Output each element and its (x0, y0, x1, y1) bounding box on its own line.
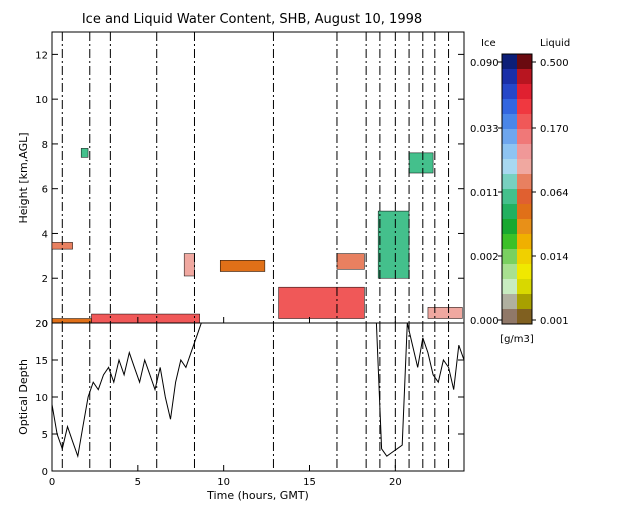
optical-depth-frame (51, 322, 465, 472)
colorbar-ice-tick-label: 0.002 (470, 252, 499, 263)
colorbar-liquid-tick-label: 0.064 (540, 188, 569, 199)
colorbar-ice-cell (502, 294, 517, 310)
colorbar-liquid-label: Liquid (540, 38, 570, 49)
heatmap-ytick-label: 6 (42, 185, 48, 196)
colorbar-liquid-cell (517, 174, 532, 190)
colorbar: Ice Liquid 0.090 0.033 0.011 0.002 0.000 0.50… (470, 38, 570, 345)
colorbar-liquid-cell (517, 294, 532, 310)
colorbar-liquid-cell (517, 129, 532, 145)
heatmap-ytick-label: 2 (42, 274, 48, 285)
colorbar-ice-cell (502, 84, 517, 100)
colorbar-ice-tick-label: 0.090 (470, 58, 499, 69)
colorbar-ice-cell (502, 129, 517, 145)
heatmap-ytick-label: 8 (42, 140, 48, 151)
time-xtick-label: 20 (389, 477, 402, 488)
heatmap-region-liquid (183, 253, 195, 277)
colorbar-ice-cell (502, 189, 517, 205)
time-xtick-label: 0 (49, 477, 55, 488)
time-xtick-label: 5 (135, 477, 141, 488)
heatmap-region-liquid (427, 307, 463, 319)
optical-depth-ytick-label: 5 (42, 430, 48, 441)
optical-depth-ylabel: Optical Depth (17, 359, 30, 435)
heatmap-ylabel: Height [km,AGL] (17, 132, 30, 223)
colorbar-liquid-tick-label: 0.014 (540, 252, 569, 263)
colorbar-liquid-cell (517, 249, 532, 265)
colorbar-ice-cell (502, 204, 517, 220)
colorbar-ice-cell (502, 309, 517, 325)
colorbar-liquid-cell (517, 309, 532, 325)
colorbar-liquid-cell (517, 279, 532, 295)
heatmap-region-ice (80, 148, 89, 158)
colorbar-ice-cell (502, 279, 517, 295)
colorbar-liquid-cell (517, 234, 532, 250)
colorbar-liquid-tick-label: 0.170 (540, 124, 569, 135)
heatmap-region-liquid (51, 318, 92, 324)
heatmap-region-ice (408, 152, 434, 174)
colorbar-liquid-tick-label: 0.500 (540, 58, 569, 69)
colorbar-ice-tick-label: 0.000 (470, 316, 499, 327)
colorbar-ice-tick-label: 0.011 (470, 188, 499, 199)
heatmap-region-liquid (278, 286, 365, 319)
colorbar-ice-cell (502, 174, 517, 190)
colorbar-ice-cell (502, 144, 517, 160)
colorbar-ice-cell (502, 159, 517, 175)
colorbar-liquid-cell (517, 159, 532, 175)
optical-depth-ytick-label: 10 (35, 393, 48, 404)
heatmap-ytick-label: 0 (42, 319, 48, 330)
optical-depth-ytick-label: 15 (35, 356, 48, 367)
heatmap-region-liquid (336, 253, 365, 270)
heatmap-panel: 0 2 4 6 8 10 12 Height [km,AGL] (17, 31, 465, 330)
time-xtick-label: 10 (217, 477, 230, 488)
colorbar-liquid-cell (517, 69, 532, 85)
colorbar-liquid-cell (517, 219, 532, 235)
optical-depth-ytick-label: 20 (35, 319, 48, 330)
colorbar-unit-label: [g/m3] (500, 334, 534, 345)
heatmap-frame (51, 31, 465, 324)
colorbar-ice-cell (502, 54, 517, 70)
colorbar-liquid-cell (517, 54, 532, 70)
heatmap-region-ice (377, 210, 410, 279)
colorbar-liquid-cell (517, 264, 532, 280)
time-xlabel: Time (hours, GMT) (206, 489, 309, 502)
colorbar-liquid-tick-label: 0.001 (540, 316, 569, 327)
colorbar-ice-cell (502, 234, 517, 250)
heatmap-ytick-label: 12 (35, 50, 48, 61)
time-xtick-label: 15 (303, 477, 316, 488)
colorbar-ice-cell (502, 114, 517, 130)
colorbar-liquid-cell (517, 144, 532, 160)
colorbar-liquid-cell (517, 99, 532, 115)
heatmap-region-liquid (219, 260, 266, 272)
optical-depth-panel: 0 5 10 15 20 0 5 10 15 20 Optical Depth Time (ho… (17, 317, 465, 502)
optical-depth-series-line (51, 322, 465, 459)
colorbar-liquid-cell (517, 84, 532, 100)
colorbar-ice-tick-label: 0.033 (470, 124, 499, 135)
colorbar-liquid-cell (517, 204, 532, 220)
colorbar-ice-label: Ice (481, 38, 496, 49)
colorbar-ice-cell (502, 219, 517, 235)
colorbar-ice-cell (502, 99, 517, 115)
optical-depth-ytick-label: 0 (42, 467, 48, 478)
colorbar-frame (501, 53, 533, 325)
colorbar-ice-cell (502, 264, 517, 280)
colorbar-ice-cell (502, 69, 517, 85)
colorbar-liquid-cell (517, 189, 532, 205)
heatmap-region-liquid (91, 313, 200, 324)
chart-title: Ice and Liquid Water Content, SHB, Augus… (82, 12, 422, 27)
heatmap-ytick-label: 10 (35, 95, 48, 106)
colorbar-liquid-cell (517, 114, 532, 130)
heatmap-ytick-label: 4 (42, 229, 48, 240)
colorbar-ice-cell (502, 249, 517, 265)
